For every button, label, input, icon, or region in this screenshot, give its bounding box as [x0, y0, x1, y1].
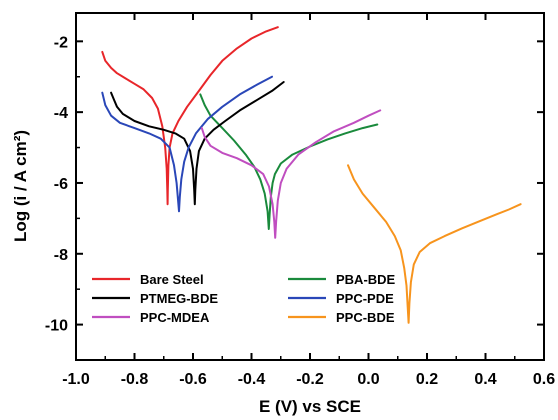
x-tick-label: 0.0 — [357, 371, 379, 388]
series-line-ppc-mdea — [200, 109, 382, 239]
y-tick-label: -6 — [54, 176, 68, 193]
x-tick-label: -0.2 — [296, 371, 324, 388]
x-tick-label: -1.0 — [62, 371, 90, 388]
ticks-layer: -1.0 -0.8 -0.6 -0.4 -0.2 0.0 0.2 0.4 0.6 -2 -4 -6 -8… — [45, 13, 555, 388]
plot-frame — [75, 12, 545, 361]
series-line-ptmeg-bde — [110, 81, 285, 206]
x-tick-label: 0.6 — [533, 371, 555, 388]
y-tick-label: -2 — [54, 34, 68, 51]
x-tick-label: 0.4 — [474, 371, 496, 388]
y-axis-title: Log (i / A cm²) — [11, 130, 30, 242]
legend: Bare Steel PBA-BDE PTMEG-BDE PPC-PDE PPC-MDE… — [92, 272, 396, 325]
legend-label-ppc-pde: PPC-PDE — [336, 291, 394, 306]
series-line-pba-bde — [199, 93, 379, 230]
series-line-ppc-pde — [101, 75, 273, 213]
legend-label-bare-steel: Bare Steel — [140, 272, 204, 287]
legend-label-ptmeg-bde: PTMEG-BDE — [140, 291, 218, 306]
series-line-ppc-bde — [347, 164, 522, 324]
legend-label-ppc-mdea: PPC-MDEA — [140, 310, 210, 325]
x-tick-label: -0.6 — [179, 371, 207, 388]
curves-layer — [101, 26, 522, 324]
series-line-bare-steel — [101, 26, 279, 206]
x-axis-title: E (V) vs SCE — [259, 397, 361, 416]
x-tick-label: -0.8 — [121, 371, 149, 388]
y-tick-label: -10 — [45, 318, 68, 335]
x-tick-label: 0.2 — [416, 371, 438, 388]
legend-label-ppc-bde: PPC-BDE — [336, 310, 395, 325]
y-tick-label: -8 — [54, 247, 68, 264]
x-tick-label: -0.4 — [238, 371, 266, 388]
y-tick-label: -4 — [54, 105, 68, 122]
legend-label-pba-bde: PBA-BDE — [336, 272, 396, 287]
